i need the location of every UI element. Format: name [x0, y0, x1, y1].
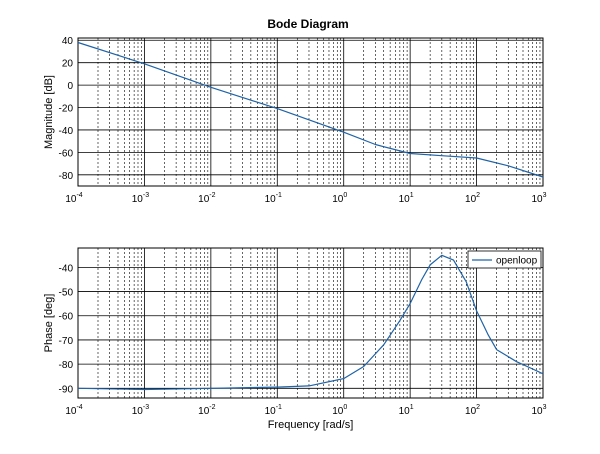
- x-tick-label: 102: [465, 192, 480, 205]
- x-tick-label: 10-4: [65, 192, 82, 205]
- y-tick-label: -40: [59, 126, 74, 137]
- x-axis-label: Frequency [rad/s]: [268, 419, 354, 431]
- x-tick-label: 103: [531, 404, 546, 417]
- y-axis-label: Phase [deg]: [43, 294, 55, 353]
- x-tick-label: 10-2: [198, 192, 215, 205]
- plot-frame: [77, 247, 544, 399]
- x-tick-label: 101: [399, 404, 414, 417]
- y-tick-label: -80: [59, 360, 74, 371]
- y-tick-label: -20: [59, 104, 74, 115]
- x-tick-label: 10-2: [198, 404, 215, 417]
- y-tick-label: -60: [59, 148, 74, 159]
- y-tick-label: -70: [59, 336, 74, 347]
- y-tick-label: 20: [62, 59, 74, 70]
- x-tick-label: 100: [332, 192, 347, 205]
- y-tick-label: -60: [59, 312, 74, 323]
- x-tick-label: 103: [531, 192, 546, 205]
- grid: [77, 248, 543, 398]
- y-tick-label: -90: [59, 384, 74, 395]
- x-tick-label: 10-1: [265, 404, 282, 417]
- x-tick-label: 101: [399, 192, 414, 205]
- x-tick-label: 100: [332, 404, 347, 417]
- y-tick-label: -50: [59, 288, 74, 299]
- plot-frame: [77, 37, 544, 187]
- series-line: [77, 41, 544, 178]
- magnitude-panel: 40 20 0 -20 -40 -60 -80 10-4 10-3 10-2 10-1 100 101 1…: [43, 36, 547, 205]
- y-tick-label: 40: [62, 36, 74, 47]
- legend-label: openloop: [496, 256, 538, 267]
- y-tick-label: 0: [67, 81, 73, 92]
- y-tick-label: -40: [59, 263, 74, 274]
- grid: [77, 38, 543, 186]
- figure-title: Bode Diagram: [267, 17, 348, 31]
- x-tick-label: 10-4: [65, 404, 82, 417]
- x-tick-label: 102: [465, 404, 480, 417]
- y-axis-label: Magnitude [dB]: [43, 75, 55, 149]
- x-tick-label: 10-3: [132, 192, 149, 205]
- legend-box: [467, 250, 542, 269]
- series-line: [77, 254, 544, 391]
- y-tick-label: -80: [59, 171, 74, 182]
- legend: openloop: [467, 250, 542, 269]
- phase-panel: -40 -50 -60 -70 -80 -90 10-4 10-3 10-2 10-1 100 101…: [43, 247, 547, 431]
- x-tick-label: 10-1: [265, 192, 282, 205]
- x-tick-label: 10-3: [132, 404, 149, 417]
